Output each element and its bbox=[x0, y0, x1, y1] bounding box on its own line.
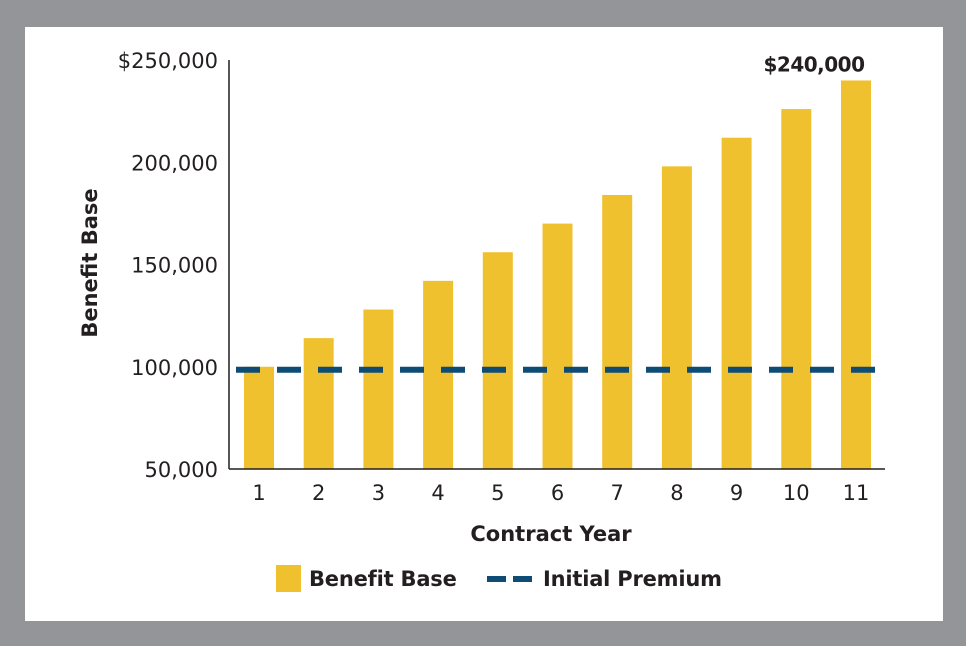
bar-year-4 bbox=[423, 280, 454, 469]
legend-dash-icon-1 bbox=[487, 576, 506, 582]
y-tick-label: 150,000 bbox=[131, 254, 218, 278]
x-tick-label: 8 bbox=[670, 481, 683, 505]
x-tick-labels: 1 2 3 4 5 6 7 8 9 10 11 bbox=[252, 481, 869, 505]
bar-year-7 bbox=[602, 194, 633, 469]
y-tick-labels: 50,000 100,000 150,000 200,000 $250,000 bbox=[118, 49, 218, 482]
annotations: $240,000 bbox=[763, 52, 865, 76]
initial-premium-dash-2 bbox=[277, 366, 301, 373]
x-tick-label: 5 bbox=[491, 481, 504, 505]
x-tick-label: 7 bbox=[611, 481, 624, 505]
bar-year-5 bbox=[482, 252, 513, 469]
y-tick-label: 200,000 bbox=[131, 151, 218, 175]
x-tick-label: 2 bbox=[312, 481, 325, 505]
x-axis-title: Contract Year bbox=[470, 522, 632, 546]
initial-premium-dash-14 bbox=[769, 366, 793, 373]
x-tick-label: 10 bbox=[783, 481, 810, 505]
initial-premium-dash-11 bbox=[646, 366, 670, 373]
legend: Benefit Base Initial Premium bbox=[276, 565, 722, 592]
initial-premium-dash-8 bbox=[523, 366, 547, 373]
data-label-year-11: $240,000 bbox=[763, 52, 864, 76]
initial-premium-dash-1 bbox=[236, 366, 260, 373]
bar-year-2 bbox=[303, 338, 334, 469]
bar-year-6 bbox=[542, 223, 573, 469]
initial-premium-dash-10 bbox=[605, 366, 629, 373]
initial-premium-dash-16 bbox=[851, 366, 875, 373]
bar-year-9 bbox=[721, 137, 752, 469]
y-tick-label: $250,000 bbox=[118, 49, 218, 73]
bar-year-10 bbox=[781, 109, 812, 469]
initial-premium-dash-4 bbox=[359, 366, 383, 373]
initial-premium-dash-7 bbox=[482, 366, 506, 373]
x-tick-label: 9 bbox=[730, 481, 743, 505]
initial-premium-line bbox=[236, 366, 875, 373]
legend-dash-icon-2 bbox=[513, 576, 532, 582]
x-tick-label: 6 bbox=[551, 481, 564, 505]
y-axis-title: Benefit Base bbox=[78, 188, 102, 337]
initial-premium-dash-13 bbox=[728, 366, 752, 373]
x-tick-label: 11 bbox=[843, 481, 870, 505]
x-tick-label: 3 bbox=[372, 481, 385, 505]
bars-layer bbox=[244, 80, 871, 469]
x-tick-label: 4 bbox=[431, 481, 444, 505]
bar-year-3 bbox=[363, 309, 394, 469]
bar-year-8 bbox=[661, 166, 692, 469]
legend-label-benefit-base: Benefit Base bbox=[309, 567, 457, 591]
initial-premium-dash-5 bbox=[400, 366, 424, 373]
initial-premium-dash-9 bbox=[564, 366, 588, 373]
y-tick-label: 100,000 bbox=[131, 356, 218, 380]
x-tick-label: 1 bbox=[252, 481, 265, 505]
bar-year-1 bbox=[244, 366, 274, 469]
initial-premium-dash-15 bbox=[810, 366, 834, 373]
bar-year-11 bbox=[841, 80, 871, 469]
initial-premium-dash-12 bbox=[687, 366, 711, 373]
legend-swatch-benefit-base bbox=[276, 565, 301, 592]
initial-premium-dash-6 bbox=[441, 366, 465, 373]
initial-premium-dash-3 bbox=[318, 366, 342, 373]
y-tick-label: 50,000 bbox=[145, 458, 218, 482]
legend-label-initial-premium: Initial Premium bbox=[543, 567, 722, 591]
